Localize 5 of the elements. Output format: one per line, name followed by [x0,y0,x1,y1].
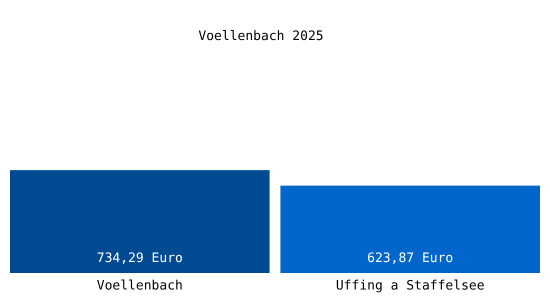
data-label: 734,29 Euro [96,251,183,266]
x-tick-label: Uffing a Staffelsee [336,278,485,294]
x-tick-label: Voellenbach [96,278,183,294]
data-label: 623,87 Euro [367,251,454,266]
chart-title: Voellenbach 2025 [198,29,324,44]
